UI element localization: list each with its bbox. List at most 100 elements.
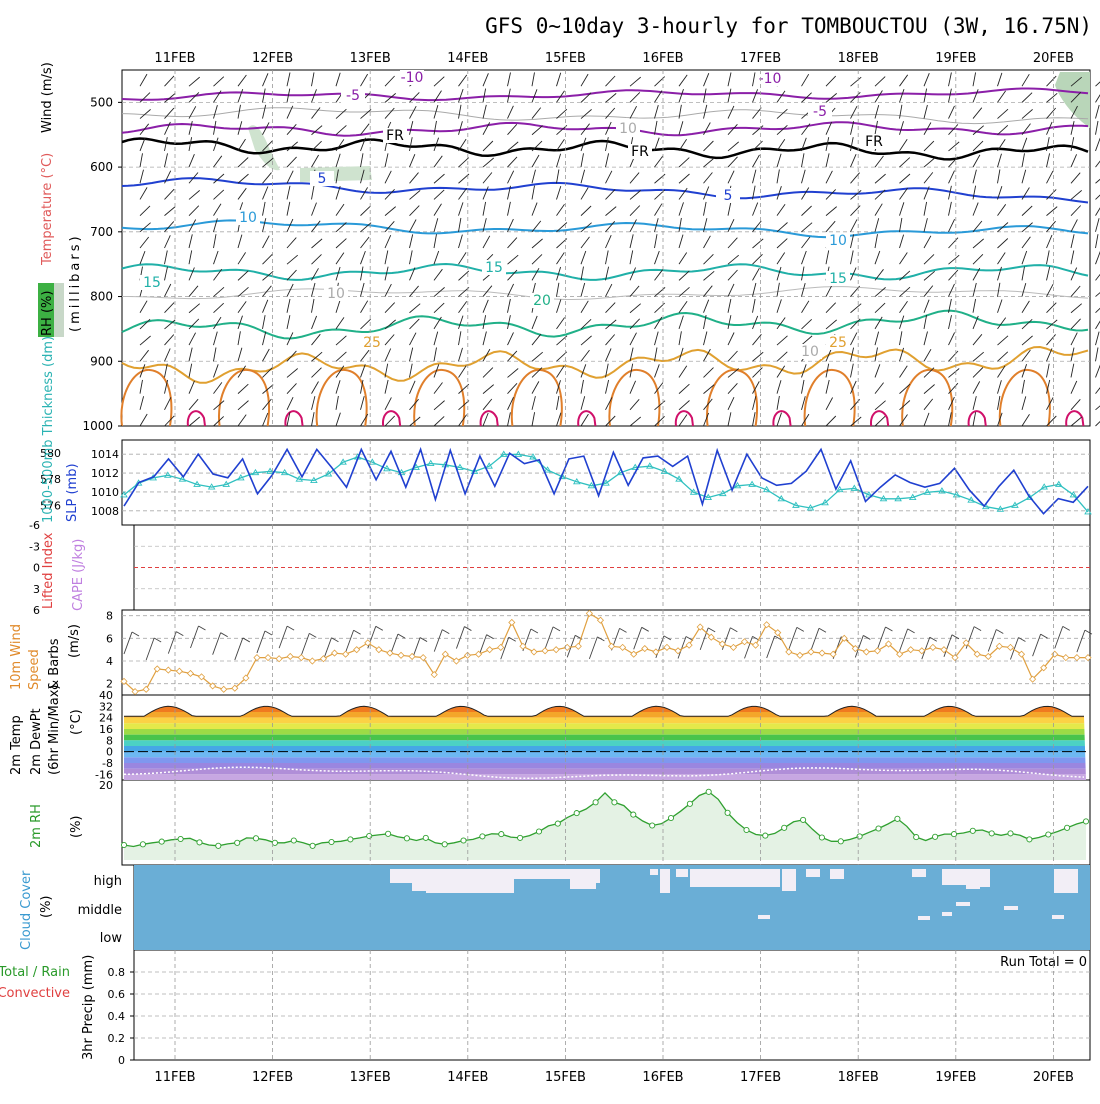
cloud-level-label: high — [94, 874, 122, 889]
date-label-top: 17FEB — [740, 51, 781, 66]
temp-band — [124, 752, 1086, 758]
rh2m-point — [348, 837, 353, 842]
date-label-bottom: 12FEB — [252, 1070, 293, 1085]
contour-label: 5 — [724, 188, 733, 204]
contour-label: FR — [631, 144, 649, 160]
temp2m-label: (6hr Min/Max) — [47, 685, 62, 775]
cloud-clear-high — [660, 869, 670, 893]
contour-label: 10 — [619, 121, 637, 137]
slp-tick-label: 1012 — [91, 467, 119, 480]
cloud-clear-mid — [1052, 915, 1064, 919]
slp-tick-label: 1014 — [91, 448, 119, 461]
rh2m-point — [612, 800, 617, 805]
rh2m-point — [536, 829, 541, 834]
cloud-clear-high — [942, 869, 966, 885]
rh2m-point — [329, 839, 334, 844]
contour-label: 10 — [327, 286, 345, 302]
date-label-bottom: 17FEB — [740, 1070, 781, 1085]
cloud-clear-mid — [758, 915, 770, 919]
temp-band — [124, 769, 1086, 775]
wind10-label: 10m Wind — [9, 624, 24, 690]
rh2m-label: 2m RH — [29, 804, 44, 848]
pressure-tick-label: 1000 — [82, 419, 113, 433]
rh2m-tick-label: 20 — [99, 779, 113, 792]
slp-label: SLP (mb) — [65, 463, 80, 522]
rh2m-point — [706, 789, 711, 794]
cloud-clear-high — [570, 869, 596, 889]
rh2m-point — [442, 842, 447, 847]
wind10-label: (m/s) — [67, 624, 82, 658]
temp-band — [124, 735, 1086, 741]
rh2m-point — [801, 817, 806, 822]
rh2m-point — [1083, 819, 1088, 824]
contour-label: 20 — [533, 293, 551, 309]
precip-tick-label: 0.2 — [108, 1032, 126, 1045]
cloud-clear-high — [390, 869, 412, 883]
pressure-tick-label: 900 — [90, 354, 113, 368]
pressure-tick-label: 500 — [90, 95, 113, 109]
rh2m-point — [1065, 825, 1070, 830]
li-tick-label: -3 — [29, 540, 40, 553]
rh2m-point — [970, 828, 975, 833]
date-label-bottom: 20FEB — [1033, 1070, 1074, 1085]
contour-label: FR — [865, 134, 883, 150]
contour-label: 15 — [829, 271, 847, 287]
temperature-label: Temperature (°C) — [40, 153, 55, 266]
li-tick-label: -6 — [29, 519, 40, 532]
cloud-clear-high — [412, 869, 426, 891]
temp-band — [124, 718, 1086, 724]
date-label-top: 20FEB — [1033, 51, 1074, 66]
rh2m-point — [933, 834, 938, 839]
rh2m-point — [989, 831, 994, 836]
rh2m-point — [423, 835, 428, 840]
cloud-clear-high — [980, 869, 990, 887]
rh2m-point — [310, 843, 315, 848]
rh2m-unit-label: (%) — [69, 816, 84, 839]
rh2m-point — [404, 836, 409, 841]
contour-label: 15 — [485, 260, 503, 276]
rh2m-point — [555, 821, 560, 826]
wind10-tick-label: 4 — [106, 655, 113, 668]
wind10-label: & Barbs — [47, 638, 62, 690]
date-label-bottom: 16FEB — [642, 1070, 683, 1085]
rh2m-point — [159, 839, 164, 844]
date-label-bottom: 15FEB — [545, 1070, 586, 1085]
cloud-cover-panel — [134, 865, 1090, 950]
cloud-clear-mid — [942, 912, 952, 916]
contour-label: -5 — [813, 104, 827, 120]
slp-tick-label: 1010 — [91, 486, 119, 499]
precip-unit-label: 3hr Precip (mm) — [81, 955, 96, 1060]
contour-label: 10 — [801, 344, 819, 360]
rh2m-point — [291, 838, 296, 843]
rh2m-point — [1027, 837, 1032, 842]
wind10-tick-label: 8 — [106, 610, 113, 623]
date-label-bottom: 14FEB — [447, 1070, 488, 1085]
rh2m-point — [593, 800, 598, 805]
cloud-label: Cloud Cover — [19, 870, 34, 950]
date-label-top: 12FEB — [252, 51, 293, 66]
date-label-top: 19FEB — [935, 51, 976, 66]
contour-label: 10 — [239, 210, 257, 226]
li-tick-label: 0 — [33, 562, 40, 575]
li-tick-label: 3 — [33, 583, 40, 596]
rh2m-point — [631, 812, 636, 817]
cloud-level-label: middle — [78, 903, 122, 918]
rh2m-point — [857, 834, 862, 839]
rh2m-point — [1008, 831, 1013, 836]
cloud-clear-high — [1054, 869, 1078, 893]
date-label-bottom: 11FEB — [154, 1070, 195, 1085]
cloud-clear-high — [966, 869, 980, 889]
rh2m-point — [782, 825, 787, 830]
precip-tick-label: 0.8 — [108, 966, 126, 979]
date-label-bottom: 13FEB — [350, 1070, 391, 1085]
contour-label: 15 — [143, 275, 161, 291]
rh2m-point — [140, 842, 145, 847]
date-label-top: 14FEB — [447, 51, 488, 66]
rh2m-point — [650, 823, 655, 828]
temp-band — [124, 757, 1086, 763]
date-label-bottom: 19FEB — [935, 1070, 976, 1085]
precip-tick-label: 0.6 — [108, 988, 126, 1001]
cloud-clear-mid — [956, 902, 970, 906]
rh2m-point — [838, 839, 843, 844]
contour-label: 5 — [318, 171, 327, 187]
